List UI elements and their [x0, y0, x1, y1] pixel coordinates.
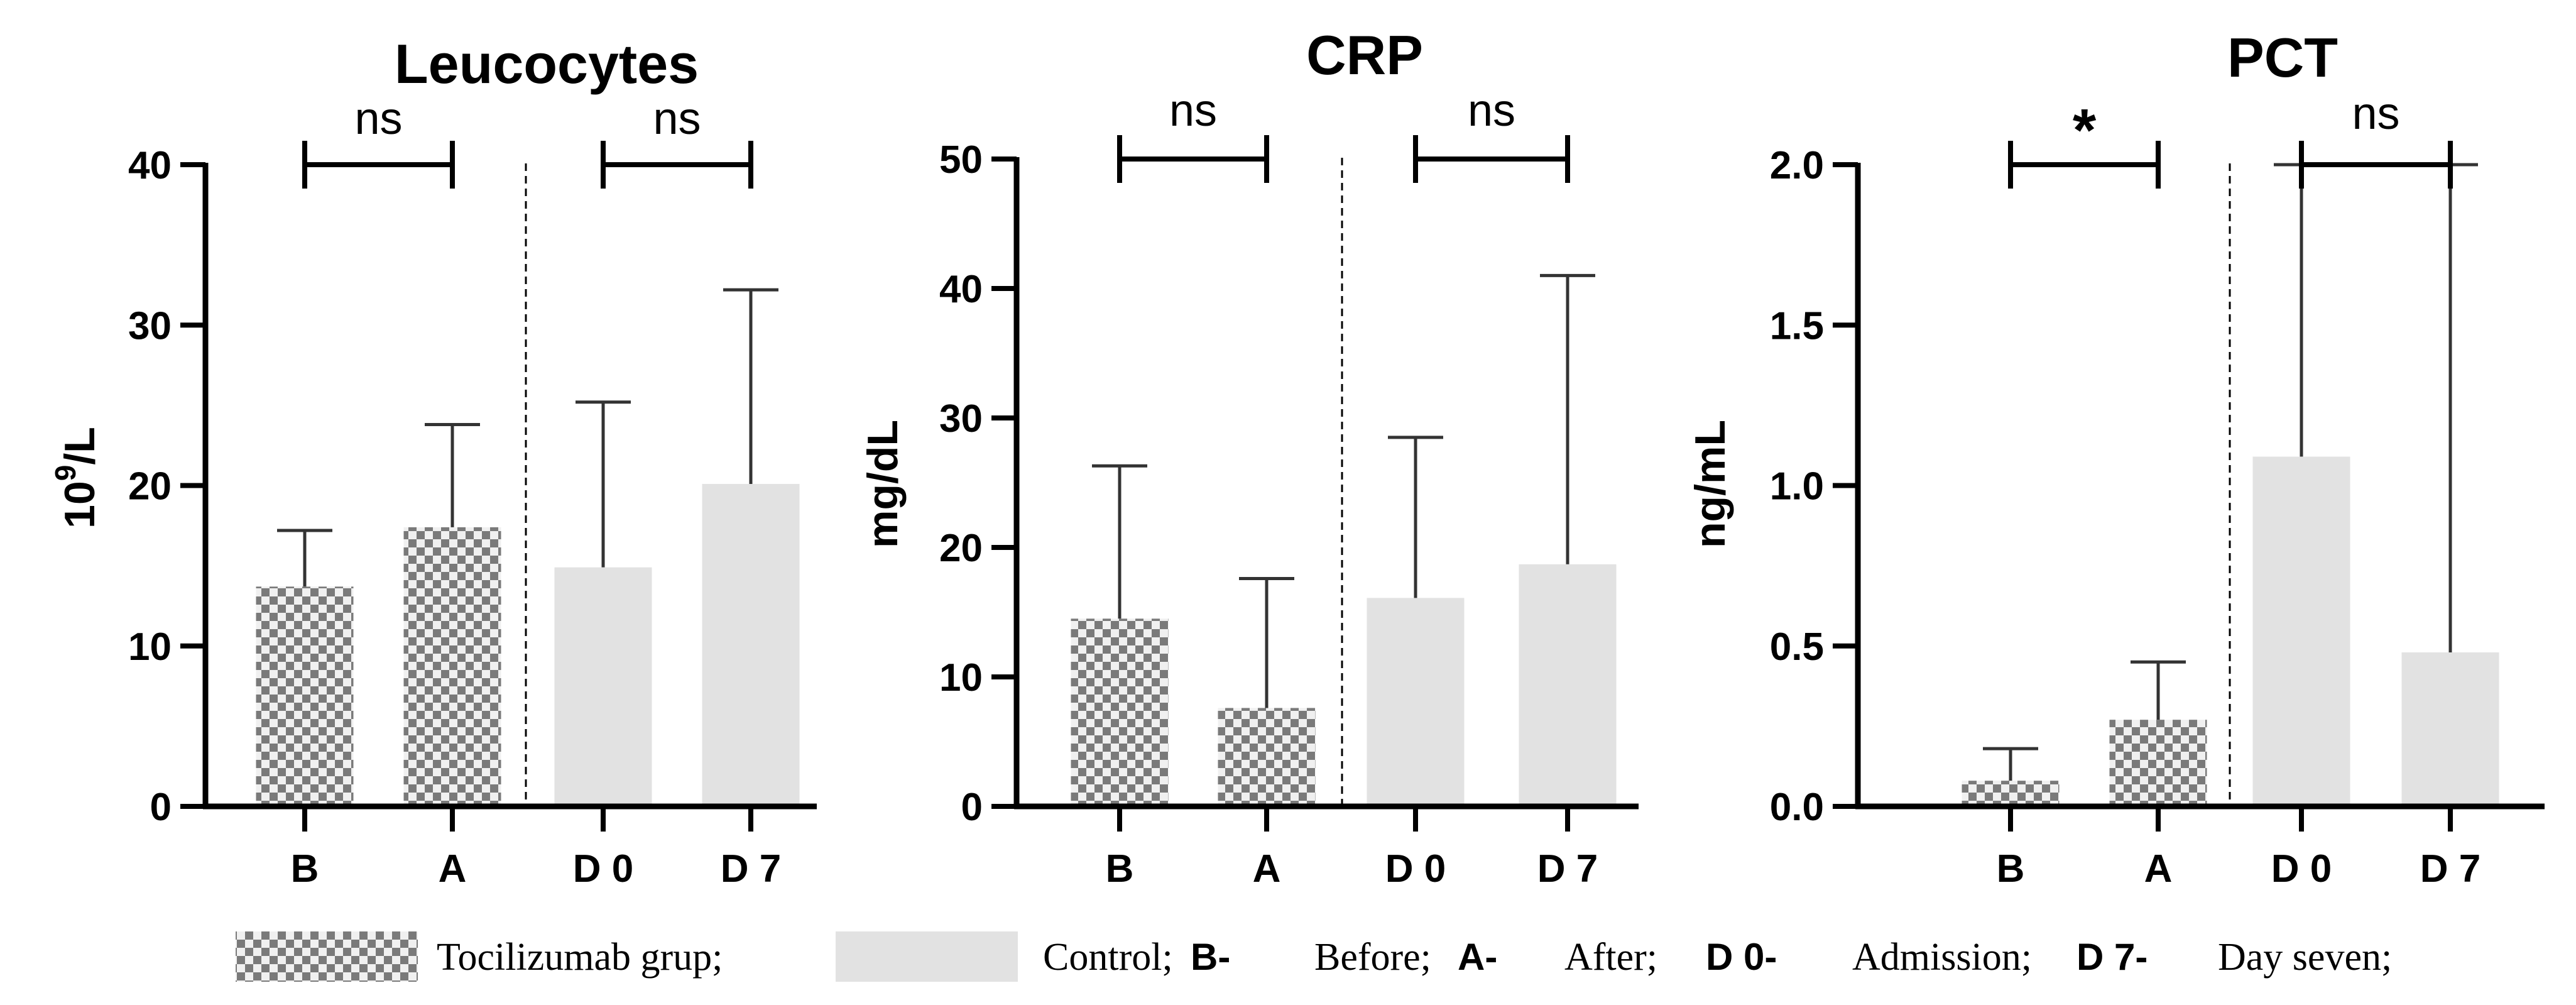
bar [554, 567, 652, 806]
y-tick-label: 40 [939, 268, 983, 311]
legend-swatch-tocilizumab [236, 931, 418, 982]
legend-label-d7: Day seven; [2218, 936, 2392, 979]
x-tick-label: D 7 [721, 847, 781, 891]
crp-chart: CRP mg/dL B A D 0 D 7 0 10 20 30 40 50 ns ns [859, 24, 1639, 891]
y-tick-label: 0.5 [1770, 625, 1824, 669]
legend-key-d0: D 0- [1706, 936, 1777, 978]
y-tick-label: 0.0 [1770, 786, 1824, 829]
x-tick-label: B [1106, 847, 1134, 891]
y-axis-label-exponent: 9 [49, 465, 82, 481]
y-axis-label: mg/dL [859, 420, 907, 548]
chart-title: CRP [1306, 24, 1423, 86]
y-tick-label: 1.0 [1770, 465, 1824, 508]
y-tick-label: 2.0 [1770, 144, 1824, 187]
y-tick-label: 20 [128, 465, 172, 508]
x-tick-label: D 0 [1385, 847, 1446, 891]
y-axis-label: ng/mL [1686, 420, 1734, 548]
y-axis-label-unit: /L [56, 427, 104, 464]
chart-title: PCT [2227, 26, 2338, 89]
chart-title: Leucocytes [395, 33, 699, 95]
x-tick-label: D 0 [2271, 847, 2332, 891]
y-tick-label: 0 [150, 786, 172, 829]
pct-chart: PCT ng/mL B A D 0 D 7 0.0 0.5 1.0 1.5 2.0 * ns [1686, 26, 2545, 891]
legend-label-control: Control; [1043, 936, 1173, 979]
bar [1071, 618, 1169, 806]
legend-swatch-control [836, 931, 1018, 982]
y-tick-label: 30 [128, 304, 172, 348]
y-axis-label: 109/L [49, 427, 104, 529]
bar [1218, 708, 1316, 806]
significance-label: ns [1468, 85, 1515, 136]
bar [1962, 781, 2060, 806]
bar [1367, 598, 1465, 806]
bar [2401, 652, 2499, 806]
bar [702, 483, 800, 806]
legend-key-b: B- [1191, 936, 1230, 978]
bar [403, 527, 501, 806]
x-tick-label: D 7 [1537, 847, 1598, 891]
bar [1519, 564, 1617, 806]
legend-label-b: Before; [1314, 936, 1431, 979]
x-tick-label: D 7 [2420, 847, 2480, 891]
x-tick-label: A [439, 847, 467, 891]
x-tick-label: A [2144, 847, 2173, 891]
significance-label: ns [1169, 85, 1217, 136]
x-tick-label: B [291, 847, 319, 891]
significance-label: ns [2352, 89, 2399, 139]
legend-label-tocilizumab: Tocilizumab grup; [437, 936, 723, 979]
y-tick-label: 1.5 [1770, 304, 1824, 348]
x-tick-label: B [1997, 847, 2025, 891]
y-axis-label-base: 10 [56, 481, 104, 529]
x-tick-label: A [1253, 847, 1281, 891]
significance-label: * [2073, 97, 2097, 164]
x-tick-label: D 0 [573, 847, 633, 891]
legend-key-d7: D 7- [2077, 936, 2148, 978]
legend-key-a: A- [1458, 936, 1497, 978]
y-tick-label: 0 [961, 786, 983, 829]
significance-label: ns [653, 94, 701, 144]
legend-label-d0: Admission; [1852, 936, 2032, 979]
legend: Tocilizumab grup; Control; B- Before; A-… [236, 931, 2392, 982]
bar [2252, 456, 2350, 806]
y-tick-label: 30 [939, 397, 983, 441]
y-tick-label: 10 [128, 625, 172, 669]
legend-label-a: After; [1564, 936, 1657, 979]
y-tick-label: 40 [128, 144, 172, 187]
y-tick-label: 20 [939, 527, 983, 570]
significance-label: ns [354, 94, 402, 144]
y-tick-label: 10 [939, 656, 983, 700]
bar [256, 586, 354, 806]
y-tick-label: 50 [939, 138, 983, 182]
bar [2109, 720, 2207, 806]
